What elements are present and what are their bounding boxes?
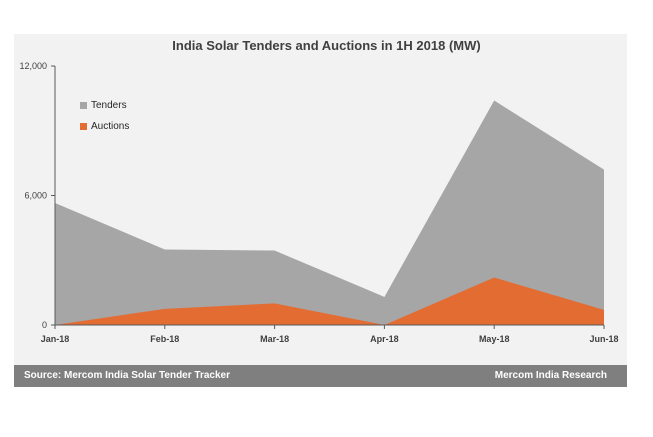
legend-label-auctions: Auctions <box>91 121 130 132</box>
legend-swatch-auctions <box>80 123 87 130</box>
area-auctions <box>55 277 604 325</box>
x-tick-label: Jun-18 <box>589 334 618 344</box>
x-tick-label: Mar-18 <box>260 334 289 344</box>
legend-label-tenders: Tenders <box>91 100 127 111</box>
x-tick-label: Jan-18 <box>41 334 70 344</box>
y-tick-label: 6,000 <box>24 191 47 201</box>
y-tick-label: 0 <box>42 320 47 330</box>
footer-bar: Source: Mercom India Solar Tender Tracke… <box>14 365 627 387</box>
x-tick-label: May-18 <box>479 334 510 344</box>
x-tick-label: Feb-18 <box>150 334 179 344</box>
footer-source: Source: Mercom India Solar Tender Tracke… <box>24 370 230 381</box>
legend-auctions: Auctions <box>80 121 129 132</box>
legend-tenders: Tenders <box>80 100 127 111</box>
y-tick-label: 12,000 <box>19 61 47 71</box>
area-tenders <box>55 100 604 326</box>
chart-title: India Solar Tenders and Auctions in 1H 2… <box>172 38 481 53</box>
legend-swatch-tenders <box>80 102 87 109</box>
footer-brand: Mercom India Research <box>494 370 607 381</box>
x-tick-label: Apr-18 <box>370 334 399 344</box>
